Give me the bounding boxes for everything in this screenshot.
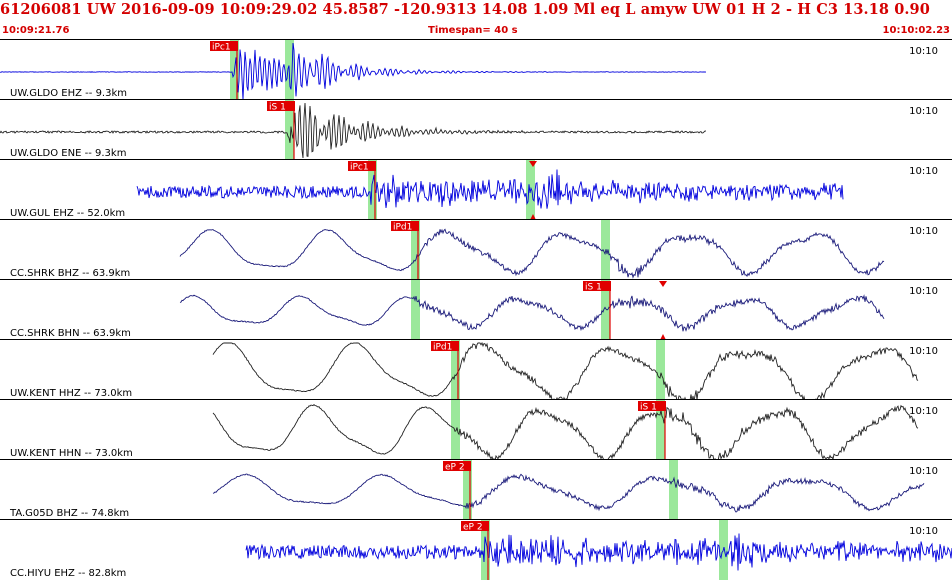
panel-time-label: 10:10	[909, 166, 938, 177]
pick-flag	[443, 461, 471, 471]
amplitude-marker-icon	[659, 281, 667, 287]
trace-panel[interactable]: iPc1 UW.GLDO EHZ -- 9.3km 10:10	[0, 39, 952, 100]
pick-label: iS 1	[269, 103, 286, 113]
station-label: UW.GUL EHZ -- 52.0km	[10, 208, 126, 219]
pick-label: iPc1	[350, 163, 369, 173]
amplitude-marker-icon	[660, 334, 666, 340]
p-window-highlight	[411, 280, 420, 340]
station-label: UW.GLDO EHZ -- 9.3km	[10, 88, 128, 99]
panel-time-label: 10:10	[909, 526, 938, 537]
trace-plot: iPd1	[179, 220, 885, 280]
pick-flag	[431, 341, 459, 351]
station-label: CC.HIYU EHZ -- 82.8km	[10, 568, 127, 579]
trace-plot: iS 1	[179, 280, 885, 340]
waveform-trace	[212, 403, 919, 460]
pick-flag	[461, 521, 489, 531]
panel-time-label: 10:10	[909, 466, 938, 477]
trace-panel[interactable]: iS 1 UW.KENT HHN -- 73.0km 10:10	[0, 399, 952, 460]
panel-time-label: 10:10	[909, 346, 938, 357]
panel-time-label: 10:10	[909, 226, 938, 237]
waveform-trace	[0, 42, 707, 100]
s-window-highlight	[285, 100, 294, 160]
p-window-highlight	[463, 460, 472, 520]
p-window-highlight	[481, 520, 490, 580]
waveform-trace	[179, 294, 885, 332]
trace-panel[interactable]: iS 1 CC.SHRK BHN -- 63.9km 10:10	[0, 279, 952, 340]
trace-plot: iPd1	[212, 340, 919, 400]
event-summary: 61206081 UW 2016-09-09 10:09:29.02 45.85…	[0, 1, 930, 18]
pick-flag	[391, 221, 419, 231]
p-window-highlight	[411, 220, 420, 280]
event-header: 61206081 UW 2016-09-09 10:09:29.02 45.85…	[0, 0, 952, 38]
station-label: UW.KENT HHN -- 73.0km	[10, 448, 133, 459]
end-time: 10:10:02.23	[882, 25, 950, 36]
trace-plot: iS 1	[0, 100, 707, 160]
station-label: UW.GLDO ENE -- 9.3km	[10, 148, 127, 159]
pick-label: iPd1	[433, 343, 452, 353]
panel-time-label: 10:10	[909, 286, 938, 297]
trace-panel[interactable]: iPd1 UW.KENT HHZ -- 73.0km 10:10	[0, 339, 952, 400]
pick-flag	[583, 281, 611, 291]
trace-panel[interactable]: iS 1 UW.GLDO ENE -- 9.3km 10:10	[0, 99, 952, 160]
trace-plot: iPc1	[0, 40, 707, 100]
start-time: 10:09:21.76	[2, 25, 70, 36]
trace-panel[interactable]: iPd1 CC.SHRK BHZ -- 63.9km 10:10	[0, 219, 952, 280]
pick-label: iS 1	[585, 283, 602, 293]
station-label: TA.G05D BHZ -- 74.8km	[10, 508, 130, 519]
waveform-trace	[136, 169, 844, 209]
panel-time-label: 10:10	[909, 46, 938, 57]
s-window-highlight	[669, 460, 678, 520]
pick-flag	[348, 161, 376, 171]
waveform-trace	[212, 473, 925, 513]
station-label: UW.KENT HHZ -- 73.0km	[10, 388, 133, 399]
station-label: CC.SHRK BHN -- 63.9km	[10, 328, 131, 339]
waveform-trace	[212, 341, 919, 400]
waveform-trace	[179, 228, 885, 279]
pick-label: eP 2	[463, 523, 483, 533]
waveform-trace	[0, 102, 707, 159]
s-window-highlight	[601, 280, 610, 340]
trace-panel[interactable]: eP 2 TA.G05D BHZ -- 74.8km 10:10	[0, 459, 952, 520]
timespan-label: Timespan= 40 s	[428, 25, 518, 36]
trace-plot: iS 1	[212, 400, 919, 460]
s-window-highlight	[656, 340, 665, 400]
amplitude-marker-icon	[529, 161, 537, 167]
pick-flag	[638, 401, 666, 411]
p-window-highlight	[451, 400, 460, 460]
trace-panel[interactable]: iPc1 UW.GUL EHZ -- 52.0km 10:10	[0, 159, 952, 220]
s-window-highlight	[656, 400, 665, 460]
pick-label: iS 1	[640, 403, 657, 413]
panel-time-label: 10:10	[909, 406, 938, 417]
pick-flag	[210, 41, 238, 51]
pick-label: iPd1	[393, 223, 412, 233]
waveform-trace	[245, 533, 952, 571]
p-window-highlight	[368, 160, 377, 220]
pick-label: iPc1	[212, 43, 231, 53]
trace-plot: iPc1	[136, 160, 844, 220]
station-label: CC.SHRK BHZ -- 63.9km	[10, 268, 131, 279]
p-window-highlight	[451, 340, 460, 400]
panel-time-label: 10:10	[909, 106, 938, 117]
trace-plot: eP 2	[212, 460, 925, 520]
pick-label: eP 2	[445, 463, 465, 473]
trace-panel[interactable]: eP 2 CC.HIYU EHZ -- 82.8km 10:10	[0, 519, 952, 580]
amplitude-marker-icon	[530, 214, 536, 220]
trace-plot: eP 2	[245, 520, 952, 580]
pick-flag	[267, 101, 295, 111]
